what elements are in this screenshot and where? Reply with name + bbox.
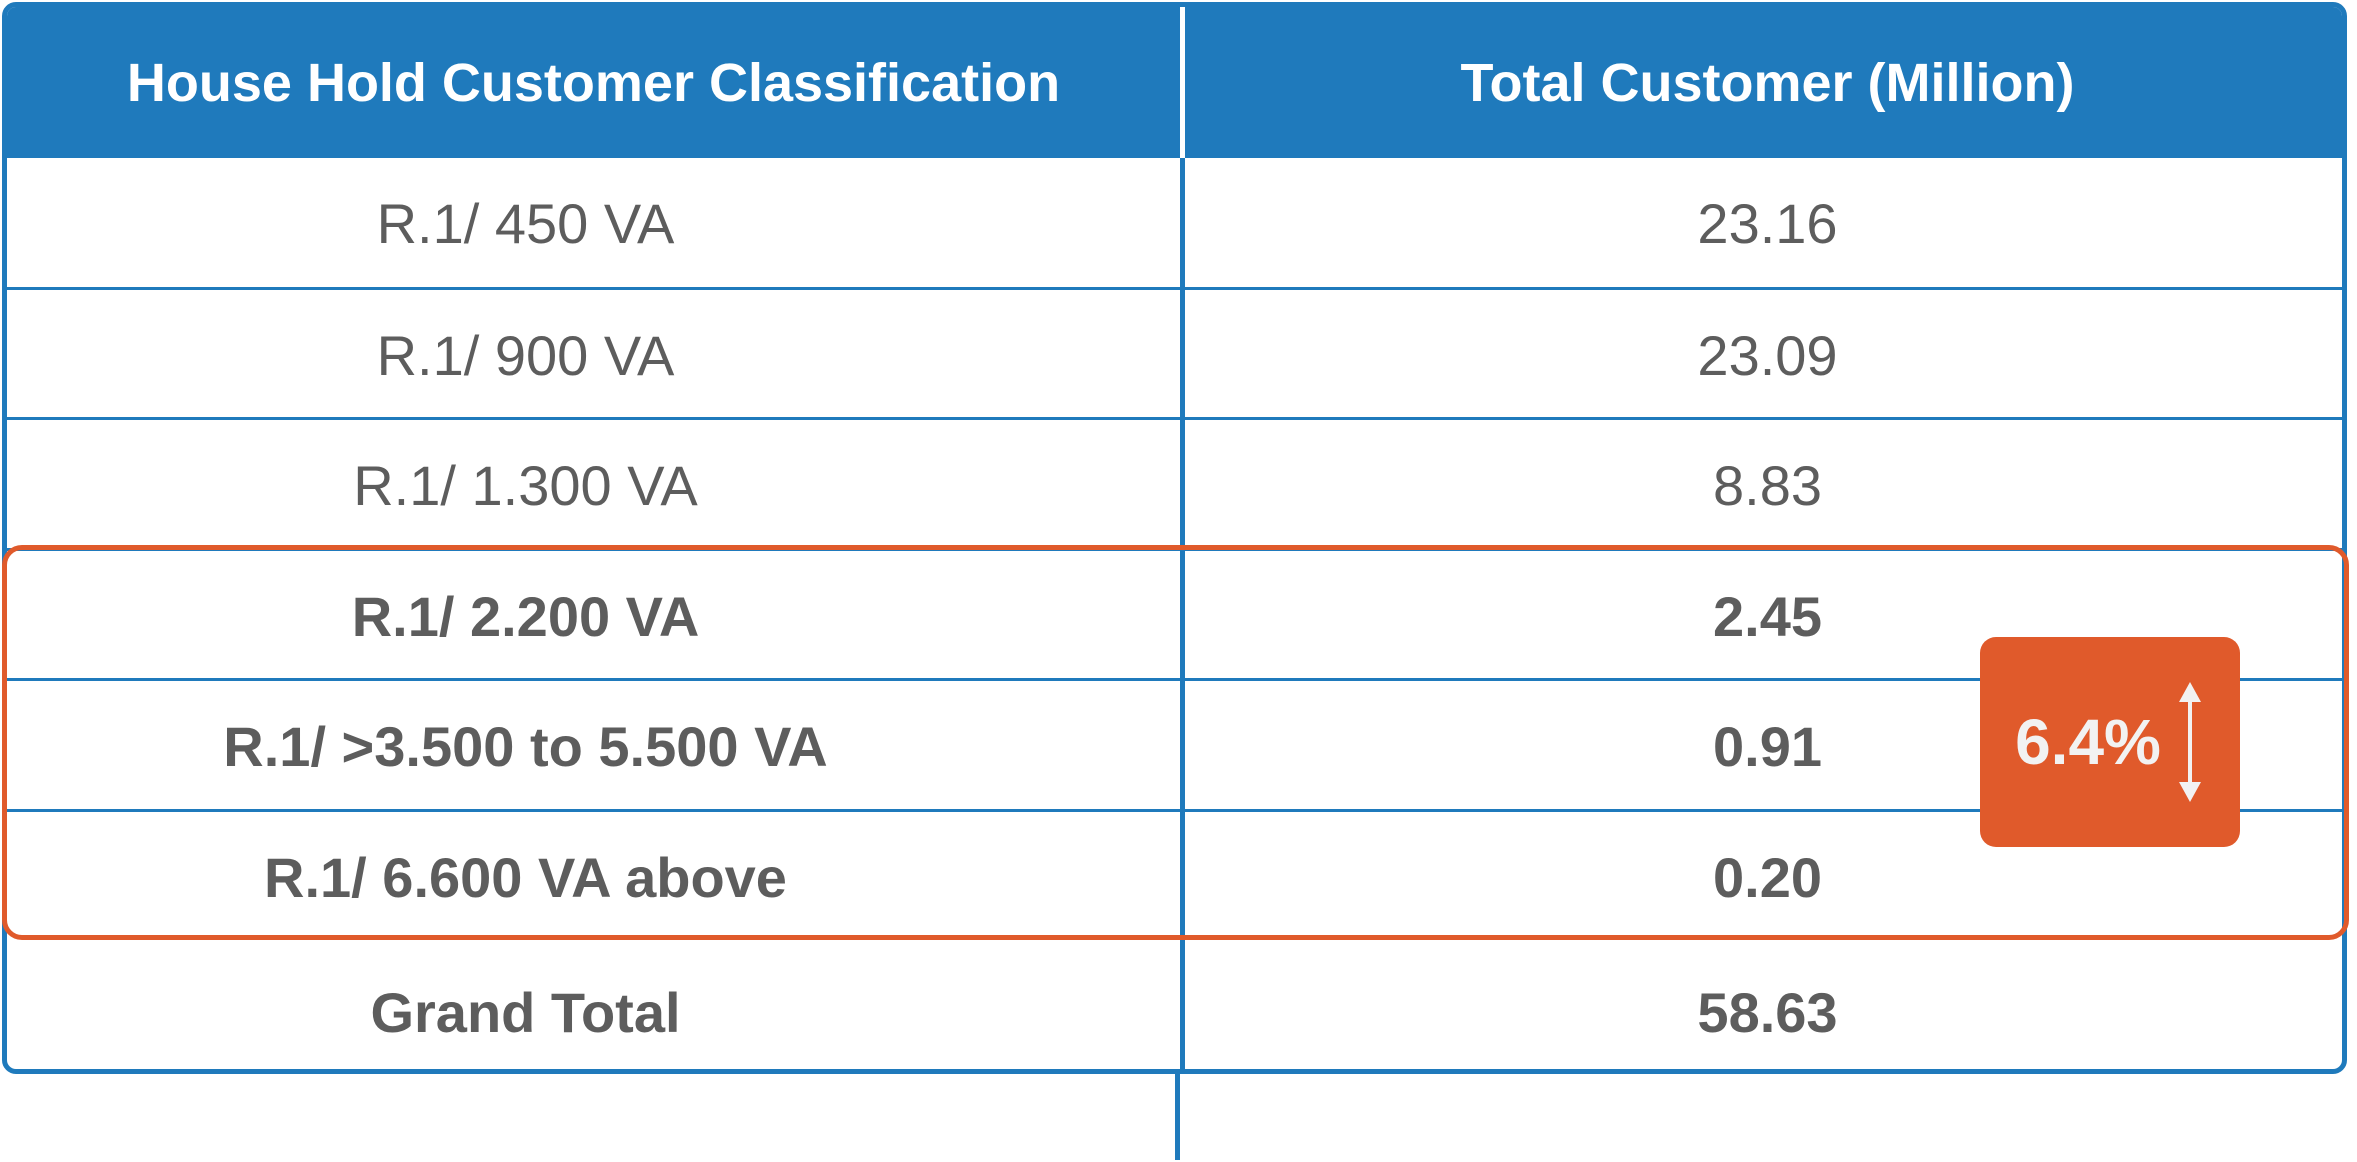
header-divider <box>1180 7 1185 158</box>
grand-total-label: Grand Total <box>370 981 681 1044</box>
table-row: R.1/ 450 VA 23.16 <box>7 158 2342 289</box>
header-total-customer: Total Customer (Million) <box>1460 52 2075 113</box>
row-divider <box>7 678 2342 681</box>
row-divider <box>7 417 2342 420</box>
table-row: R.1/ 900 VA 23.09 <box>7 290 2342 421</box>
table-row: R.1/ 6.600 VA above 0.20 <box>7 812 2342 943</box>
table-row: R.1/ 2.200 VA 2.45 <box>7 551 2342 682</box>
row-classification: R.1/ 450 VA <box>376 192 675 255</box>
column-divider <box>1180 158 1185 1069</box>
row-total: 23.09 <box>1697 324 1838 387</box>
customer-table: House Hold Customer Classification Total… <box>2 2 2347 1074</box>
row-classification: R.1/ 6.600 VA above <box>264 846 787 909</box>
header-classification: House Hold Customer Classification <box>126 52 1061 113</box>
row-divider <box>7 287 2342 290</box>
row-classification: R.1/ >3.500 to 5.500 VA <box>223 715 828 778</box>
row-total: 0.91 <box>1713 715 1822 778</box>
up-down-arrow-icon <box>2175 682 2205 802</box>
row-classification: R.1/ 1.300 VA <box>353 454 698 517</box>
badge-value: 6.4% <box>2015 706 2161 778</box>
row-classification: R.1/ 900 VA <box>376 324 675 387</box>
table-header: House Hold Customer Classification Total… <box>7 7 2342 158</box>
table-row: R.1/ >3.500 to 5.500 VA 0.91 <box>7 681 2342 812</box>
row-classification: R.1/ 2.200 VA <box>351 585 700 648</box>
row-total: 23.16 <box>1697 192 1838 255</box>
grand-total-value: 58.63 <box>1697 981 1838 1044</box>
row-total: 8.83 <box>1713 454 1822 517</box>
grand-total-row: Grand Total 58.63 <box>7 947 2342 1069</box>
table-row: R.1/ 1.300 VA 8.83 <box>7 420 2342 551</box>
row-divider <box>7 809 2342 812</box>
column-divider-tail <box>1175 1070 1180 1160</box>
percentage-badge: 6.4% <box>1980 637 2240 847</box>
row-total: 2.45 <box>1713 585 1822 648</box>
row-total: 0.20 <box>1713 846 1822 909</box>
